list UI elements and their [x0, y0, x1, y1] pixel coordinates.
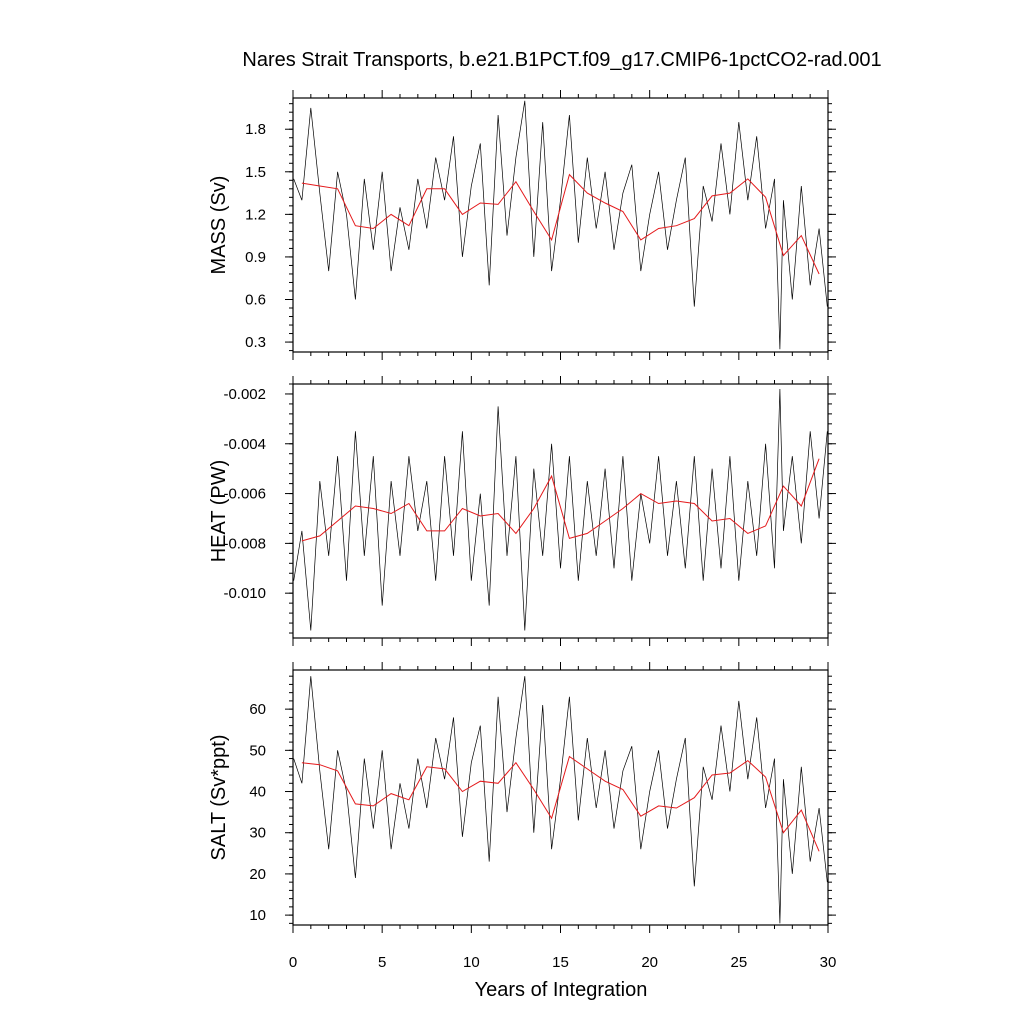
heat-y-tick-label: -0.002	[223, 386, 266, 403]
x-tick-label: 10	[463, 954, 480, 971]
salt-y-axis-label: SALT (Sv*ppt)	[208, 735, 230, 861]
mass-monthly-series	[293, 100, 828, 350]
heat-plot-frame	[292, 383, 829, 639]
mass-y-tick-label: 1.2	[245, 206, 266, 223]
x-tick-label: 15	[552, 954, 569, 971]
chart-title: Nares Strait Transports, b.e21.B1PCT.f09…	[242, 49, 881, 71]
salt-monthly-series	[293, 676, 828, 924]
mass-y-tick-label: 1.8	[245, 121, 266, 138]
salt-annual-mean-series	[301, 755, 820, 852]
mass-y-tick-label: 0.9	[245, 249, 266, 266]
mass-y-tick-label: 0.3	[245, 334, 266, 351]
salt-panel: 10 20 30 40 50 60 SALT (Sv*ppt) 0 5 10 15 20 25 30	[208, 662, 836, 971]
x-tick-label: 25	[730, 954, 747, 971]
heat-panel: -0.010 -0.008 -0.006 -0.004 -0.002 HEAT (PW)	[208, 376, 836, 646]
salt-y-tick-label: 10	[249, 907, 266, 924]
salt-y-tick-label: 60	[249, 701, 266, 718]
salt-plot-frame	[292, 669, 829, 926]
heat-y-axis-label: HEAT (PW)	[208, 460, 230, 563]
heat-y-tick-label: -0.004	[223, 436, 266, 453]
salt-y-tick-label: 50	[249, 742, 266, 759]
mass-y-tick-label: 0.6	[245, 291, 266, 308]
x-tick-label: 5	[378, 954, 386, 971]
salt-y-tick-label: 30	[249, 825, 266, 842]
heat-annual-mean-series	[301, 458, 820, 542]
salt-y-tick-label: 20	[249, 866, 266, 883]
x-axis-label: Years of Integration	[475, 979, 648, 1001]
x-tick-label: 20	[641, 954, 658, 971]
mass-y-tick-label: 1.5	[245, 164, 266, 181]
heat-y-tick-label: -0.008	[223, 535, 266, 552]
heat-y-tick-label: -0.010	[223, 585, 266, 602]
x-tick-label: 0	[289, 954, 297, 971]
mass-annual-mean-series	[301, 173, 820, 275]
mass-y-axis-label: MASS (Sv)	[208, 176, 230, 275]
mass-plot-frame	[292, 97, 829, 353]
salt-y-tick-label: 40	[249, 784, 266, 801]
x-tick-label: 30	[820, 954, 837, 971]
mass-panel: 0.3 0.6 0.9 1.2 1.5 1.8 MASS (Sv)	[208, 90, 836, 360]
heat-y-tick-label: -0.006	[223, 486, 266, 503]
heat-monthly-series	[293, 388, 828, 631]
